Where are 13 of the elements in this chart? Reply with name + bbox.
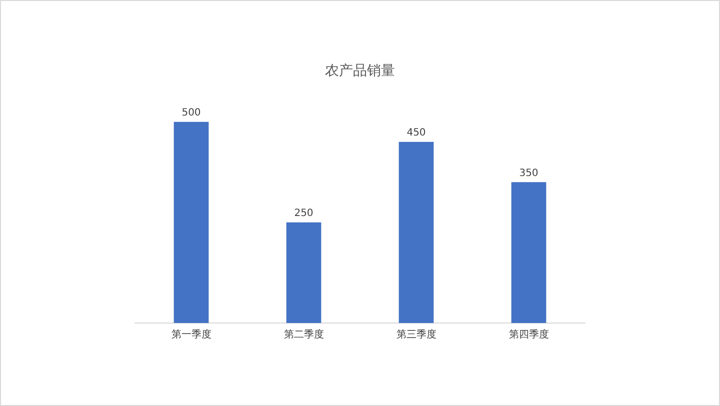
x-tick-label: 第二季度 [284, 328, 324, 341]
x-tick-label: 第四季度 [508, 328, 549, 341]
bar [174, 122, 209, 323]
bar [398, 142, 434, 323]
chart-title: 农产品销量 [325, 63, 395, 80]
x-tick-label: 第一季度 [171, 328, 212, 341]
data-label: 500 [182, 107, 201, 118]
x-tick-label: 第三季度 [396, 328, 436, 341]
data-label: 450 [406, 128, 426, 139]
bar [286, 222, 322, 323]
data-label: 250 [294, 208, 314, 219]
bar [511, 182, 546, 323]
data-label: 350 [519, 168, 538, 179]
